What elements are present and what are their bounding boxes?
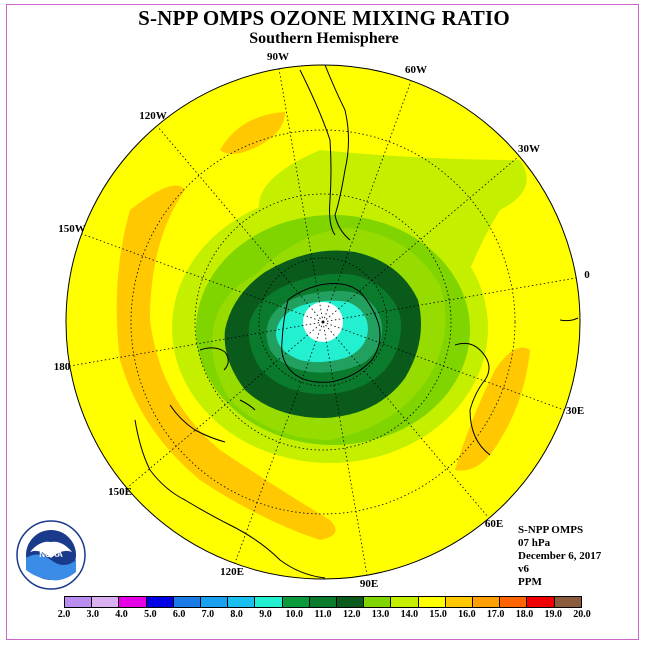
legend-swatch <box>173 597 202 607</box>
contour-15-upper <box>300 65 480 164</box>
info-units: PPM <box>518 576 542 588</box>
legend-swatch <box>92 597 120 607</box>
map-boundary <box>65 64 581 580</box>
latitude-circles <box>130 129 516 515</box>
legend-tick-label: 17.0 <box>486 609 505 620</box>
lon-label-30e: 30E <box>566 405 584 417</box>
legend-tick-label: 11.0 <box>314 609 332 620</box>
legend-swatch <box>309 597 338 607</box>
legend-tick-label: 19.0 <box>544 609 562 620</box>
legend-swatch <box>527 597 555 607</box>
legend-swatch <box>337 597 365 607</box>
legend-tick-label: 3.0 <box>86 609 100 620</box>
lon-label-180: 180 <box>54 361 71 373</box>
legend-swatch <box>201 597 229 607</box>
legend-swatch <box>364 597 392 607</box>
legend-tick-label: 5.0 <box>144 609 157 620</box>
map-title: S-NPP OMPS OZONE MIXING RATIO <box>138 6 510 30</box>
legend-tick-label: 18.0 <box>515 609 534 620</box>
contour-16-17-arc <box>116 185 336 540</box>
contour-16-17-patch-1 <box>220 112 285 154</box>
logo-text: NOAA <box>39 550 63 559</box>
longitude-labels: 90W 60W 30W 0 30E 60E 90E 120E 150E 180 … <box>54 51 591 590</box>
legend-swatch <box>255 597 283 607</box>
legend-tick-label: 8.0 <box>230 609 243 620</box>
legend-tick-label: 2.0 <box>57 609 71 620</box>
legend-swatch <box>473 597 501 607</box>
legend-swatch <box>391 597 419 607</box>
legend-swatch <box>282 597 310 607</box>
lon-label-120e: 120E <box>220 566 244 578</box>
lon-label-150w: 150W <box>58 223 86 235</box>
legend-tick-label: 4.0 <box>115 609 128 620</box>
lon-label-90w: 90W <box>267 51 289 63</box>
legend-tick-label: 7.0 <box>201 609 215 620</box>
lon-label-60w: 60W <box>405 64 427 76</box>
map-subtitle: Southern Hemisphere <box>249 30 399 47</box>
legend-swatch <box>65 597 93 607</box>
legend-tick-label: 14.0 <box>400 609 419 620</box>
legend-swatch <box>445 597 474 607</box>
contour-16-17-patch-2 <box>455 347 530 471</box>
legend-tick-label: 13.0 <box>371 609 390 620</box>
legend-swatch <box>119 597 147 607</box>
lon-label-30w: 30W <box>518 143 540 155</box>
legend-swatch <box>228 597 256 607</box>
legend-tick-label: 15.0 <box>429 609 447 620</box>
legend-tick-label: 16.0 <box>458 609 476 620</box>
legend-tick-label: 6.0 <box>172 609 186 620</box>
coastlines <box>134 65 579 579</box>
legend-tick-label: 10.0 <box>285 609 303 620</box>
legend-swatch <box>146 597 174 607</box>
legend-swatch <box>500 597 528 607</box>
legend-tick-label: 12.0 <box>343 609 361 620</box>
legend-tick-label: 9.0 <box>259 609 272 620</box>
color-legend <box>64 596 582 608</box>
legend-swatch <box>554 597 581 607</box>
figure-frame <box>6 4 639 640</box>
info-date: December 6, 2017 <box>518 550 602 562</box>
lon-label-60e: 60E <box>485 518 503 530</box>
info-version: v6 <box>518 563 529 575</box>
lon-label-120w: 120W <box>139 110 167 122</box>
info-level: 07 hPa <box>518 537 551 549</box>
info-block: S-NPP OMPS 07 hPa December 6, 2017 v6 PP… <box>518 524 601 589</box>
meridians <box>69 68 577 576</box>
legend-swatch <box>418 597 446 607</box>
lon-label-150e: 150E <box>108 486 132 498</box>
legend-tick-label: 20.0 <box>573 609 591 620</box>
noaa-logo: NOAA <box>16 520 86 590</box>
lon-label-0: 0 <box>584 269 590 281</box>
info-instrument: S-NPP OMPS <box>518 524 584 536</box>
lon-label-90e: 90E <box>360 578 378 590</box>
legend-ticks: 2.0 3.0 4.0 5.0 6.0 7.0 8.0 9.0 10.0 11.0 12.0 13.0… <box>0 609 648 623</box>
